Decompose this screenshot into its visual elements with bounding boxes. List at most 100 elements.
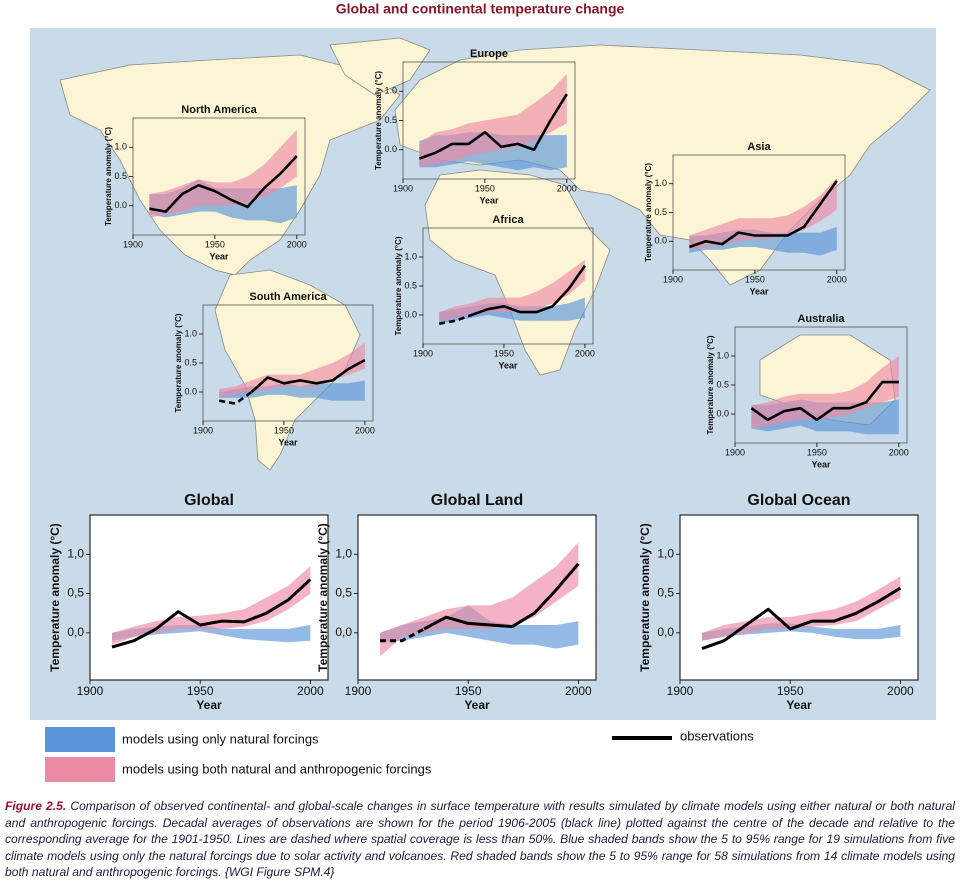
plot-area	[688, 178, 838, 256]
observations-line	[750, 380, 899, 422]
y-axis-label: Temperature anomaly (°C)	[316, 523, 330, 672]
caption-text: Comparison of observed continental- and …	[5, 799, 955, 880]
x-tick-label: 1900	[193, 425, 213, 435]
caption-label: Figure 2.5.	[5, 799, 67, 813]
y-tick-label: 0.5	[114, 171, 127, 181]
continents	[59, 37, 931, 471]
x-tick-label: 1900	[345, 684, 372, 698]
y-tick-label: 1.0	[384, 86, 397, 96]
legend-label: models using both natural and anthropoge…	[122, 761, 432, 776]
x-axis-label: Year	[464, 698, 490, 712]
y-tick-label: 0.5	[184, 357, 197, 367]
y-tick-label: 0,0	[67, 625, 84, 639]
y-axis-label: Temperature anomaly (°C)	[644, 163, 653, 262]
y-tick-label: 1.0	[654, 178, 667, 188]
plot-area	[149, 129, 298, 224]
x-axis-label: Year	[209, 251, 229, 261]
plot-area	[111, 566, 312, 649]
x-tick-label: 1950	[274, 425, 294, 435]
observations-line	[111, 578, 312, 649]
y-tick-label: 1.0	[184, 328, 197, 338]
y-tick-label: 1,0	[335, 546, 352, 560]
x-tick-label: 1950	[745, 274, 765, 284]
x-tick-label: 2000	[297, 684, 324, 698]
model-band	[219, 342, 365, 398]
plot-area	[380, 542, 580, 657]
y-tick-label: 0.5	[716, 379, 729, 389]
y-tick-label: 0.5	[404, 280, 417, 290]
x-axis-label: Year	[786, 698, 812, 712]
y-tick-label: 1.0	[716, 350, 729, 360]
y-tick-label: 1,0	[657, 546, 674, 560]
model-band	[149, 129, 297, 218]
x-tick-label: 1900	[77, 684, 104, 698]
chart-title: Global Land	[431, 492, 523, 509]
legend-label: models using only natural forcings	[122, 731, 319, 746]
y-tick-label: 0,5	[657, 586, 674, 600]
observations-dashed	[218, 390, 253, 405]
x-axis-label: Year	[498, 360, 518, 370]
y-tick-label: 0.0	[114, 200, 127, 210]
x-axis-label: Year	[278, 437, 298, 447]
y-axis-label: Temperature anomaly (°C)	[394, 236, 403, 335]
y-tick-label: 0,5	[335, 586, 352, 600]
y-tick-label: 1.0	[114, 142, 127, 152]
model-band	[219, 380, 365, 401]
y-tick-label: 0.0	[384, 144, 397, 154]
y-axis-label: Temperature anomaly (°C)	[374, 71, 383, 170]
x-tick-label: 1950	[455, 684, 482, 698]
y-tick-label: 0.0	[654, 236, 667, 246]
plot-area	[218, 342, 366, 405]
north-america	[59, 54, 401, 276]
y-axis-label: Temperature anomaly (°C)	[174, 313, 183, 412]
y-axis-label: Temperature anomaly (°C)	[706, 335, 715, 434]
model-band	[380, 542, 579, 657]
caption: Figure 2.5. Comparison of observed conti…	[5, 798, 955, 881]
chart-title: Global Ocean	[747, 492, 850, 509]
x-axis-label: Year	[749, 286, 769, 296]
greenland	[329, 37, 431, 96]
model-band	[689, 178, 837, 250]
x-tick-label: 1950	[807, 447, 827, 457]
x-tick-label: 1900	[123, 239, 143, 249]
chart-title: Asia	[747, 141, 771, 153]
legend-label: observations	[680, 728, 754, 743]
x-tick-label: 1900	[393, 183, 413, 193]
figure: Global and continental temperature chang…	[30, 1, 936, 782]
y-axis-label: Temperature anomaly (°C)	[48, 523, 62, 672]
figure-title: Global and continental temperature chang…	[336, 1, 625, 17]
x-tick-label: 1950	[475, 183, 495, 193]
x-tick-label: 2000	[889, 447, 909, 457]
y-tick-label: 0.0	[404, 309, 417, 319]
model-band	[702, 576, 901, 641]
x-tick-label: 1950	[187, 684, 214, 698]
y-axis-label: Temperature anomaly (°C)	[104, 127, 113, 226]
y-tick-label: 0.0	[184, 386, 197, 396]
observations-line	[149, 155, 298, 213]
chart-title: Australia	[797, 313, 845, 325]
x-tick-label: 2000	[887, 684, 914, 698]
chart-title: North America	[181, 104, 257, 116]
x-tick-label: 1900	[725, 447, 745, 457]
y-tick-label: 0,0	[335, 625, 352, 639]
observations-line	[701, 586, 902, 650]
observations-line	[418, 93, 568, 160]
y-tick-label: 1,0	[67, 546, 84, 560]
y-tick-label: 1.0	[404, 251, 417, 261]
observations-line	[688, 180, 838, 249]
legend-swatch	[45, 727, 115, 752]
x-tick-label: 2000	[355, 425, 375, 435]
x-tick-label: 2000	[575, 348, 595, 358]
plot-area	[418, 73, 568, 171]
observations-dashed	[380, 627, 425, 643]
observations-line	[471, 264, 586, 317]
x-tick-label: 2000	[827, 274, 847, 284]
chart-title: Global	[184, 492, 234, 509]
x-tick-label: 1900	[667, 684, 694, 698]
y-tick-label: 0.5	[384, 115, 397, 125]
x-tick-label: 2000	[287, 239, 307, 249]
x-tick-label: 1900	[413, 348, 433, 358]
chart-title: South America	[249, 291, 327, 303]
south-america	[214, 269, 361, 471]
